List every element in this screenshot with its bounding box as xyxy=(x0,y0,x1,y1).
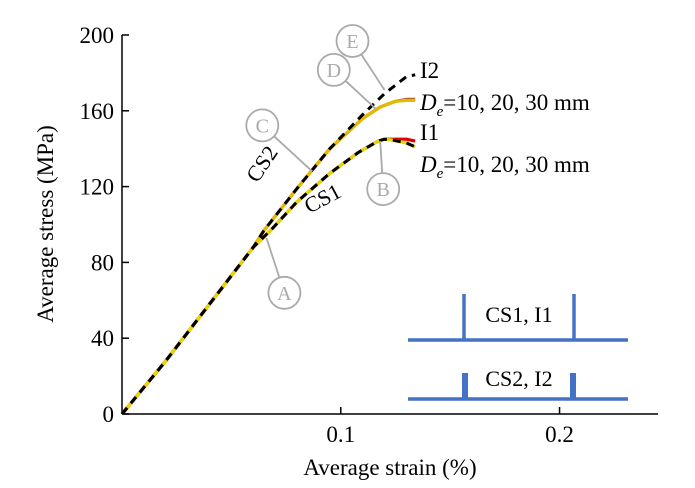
x-tick-label: 0.2 xyxy=(545,422,574,447)
panel-cs2-stiffener-left xyxy=(462,373,468,399)
panel-cs1-label: CS1, I1 xyxy=(485,302,552,327)
curve-label-cs2: CS2 xyxy=(241,141,283,186)
marker-leader xyxy=(379,141,384,174)
y-axis-label: Average stress (MPa) xyxy=(33,125,58,323)
label-de-cs1-rest: =10, 20, 30 mm xyxy=(443,152,590,177)
marker-leader xyxy=(360,53,386,91)
panel-cs2-stiffener-right xyxy=(570,373,576,399)
y-tick-label: 160 xyxy=(80,99,115,124)
marker-letter: B xyxy=(377,179,390,201)
label-de-cs2-d: D xyxy=(419,90,437,115)
marker-circle xyxy=(267,275,302,310)
marker-leader xyxy=(344,80,377,110)
label-de-cs1-d: D xyxy=(419,152,437,177)
marker-layer: A B C DE xyxy=(245,24,401,310)
marker-a: A xyxy=(265,237,302,310)
y-tick-label: 40 xyxy=(91,326,114,351)
label-de-cs2-rest: =10, 20, 30 mm xyxy=(443,90,590,115)
marker-d: D xyxy=(316,53,377,110)
label-i2: I2 xyxy=(420,58,439,83)
x-tick-label: 0.1 xyxy=(326,422,355,447)
label-de-cs2-sub: e xyxy=(437,104,444,120)
y-tick-label: 80 xyxy=(91,250,114,275)
marker-letter: E xyxy=(346,31,358,53)
label-de-cs1-sub: e xyxy=(437,166,444,182)
marker-circle xyxy=(335,24,370,58)
marker-letter: C xyxy=(256,115,269,137)
marker-circle xyxy=(366,172,401,207)
marker-leader xyxy=(273,135,313,173)
legend-panel-cs2: CS2, I2 xyxy=(408,366,628,401)
x-axis-label: Average strain (%) xyxy=(303,455,476,480)
panel-cs2-label: CS2, I2 xyxy=(485,366,552,391)
legend-panel-cs1: CS1, I1 xyxy=(408,294,628,342)
y-tick-label: 0 xyxy=(103,402,115,427)
marker-leader xyxy=(265,237,281,278)
marker-e: E xyxy=(335,24,386,91)
marker-circle xyxy=(316,53,351,87)
label-de-cs2: De=10, 20, 30 mm xyxy=(419,90,590,120)
marker-c: C xyxy=(245,108,313,173)
y-tick-label: 120 xyxy=(80,175,115,200)
y-tick-label: 200 xyxy=(80,23,115,48)
marker-b: B xyxy=(366,141,401,207)
marker-letter: D xyxy=(327,60,341,82)
marker-letter: A xyxy=(277,283,292,305)
series-line-i1 xyxy=(120,137,416,415)
marker-circle xyxy=(245,108,280,143)
label-i1: I1 xyxy=(420,120,439,145)
axis-ticks: 0 40 80 120 160 200 0.1 0.2 xyxy=(80,23,574,447)
series-layer xyxy=(120,73,416,416)
curve-label-cs1: CS1 xyxy=(300,178,345,218)
label-de-cs1: De=10, 20, 30 mm xyxy=(419,152,590,182)
